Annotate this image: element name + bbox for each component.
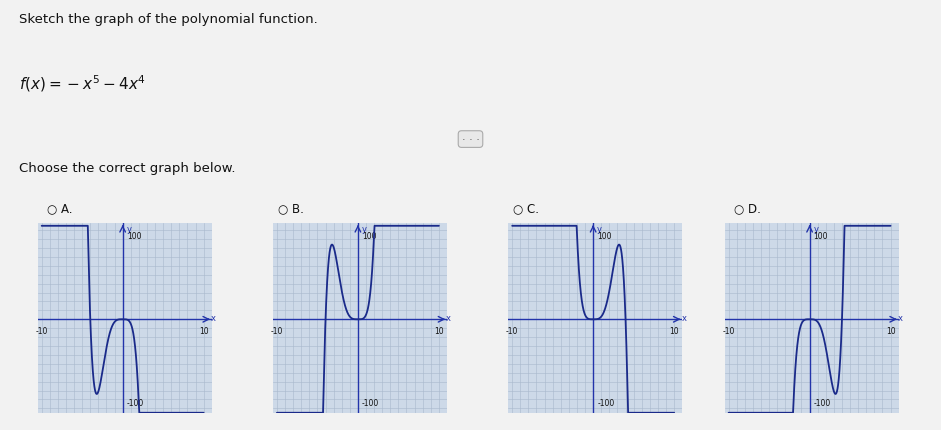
- Text: x: x: [681, 314, 686, 322]
- Text: x: x: [211, 314, 215, 322]
- Text: 100: 100: [598, 232, 612, 240]
- Text: -100: -100: [127, 398, 144, 407]
- Text: ○ C.: ○ C.: [513, 202, 539, 215]
- Text: Choose the correct graph below.: Choose the correct graph below.: [19, 161, 235, 174]
- Text: -10: -10: [723, 326, 735, 335]
- Text: Sketch the graph of the polynomial function.: Sketch the graph of the polynomial funct…: [19, 13, 317, 26]
- Text: 10: 10: [434, 326, 444, 335]
- Text: 10: 10: [669, 326, 679, 335]
- Text: y: y: [598, 224, 602, 233]
- Text: 100: 100: [814, 232, 828, 240]
- Text: ○ B.: ○ B.: [278, 202, 303, 215]
- Text: 100: 100: [362, 232, 376, 240]
- Text: y: y: [127, 224, 132, 233]
- Text: -10: -10: [36, 326, 48, 335]
- Text: y: y: [362, 224, 367, 233]
- Text: -10: -10: [506, 326, 518, 335]
- Text: ○ A.: ○ A.: [47, 202, 72, 215]
- Text: 10: 10: [199, 326, 209, 335]
- Text: -10: -10: [271, 326, 283, 335]
- Text: $f(x) = -x^5 - 4x^4$: $f(x) = -x^5 - 4x^4$: [19, 73, 146, 94]
- Text: -100: -100: [814, 398, 831, 407]
- Text: 100: 100: [127, 232, 141, 240]
- Text: x: x: [898, 314, 902, 322]
- Text: -100: -100: [598, 398, 614, 407]
- Text: x: x: [446, 314, 451, 322]
- Text: -100: -100: [362, 398, 379, 407]
- Text: · · ·: · · ·: [462, 135, 479, 145]
- Text: 10: 10: [885, 326, 896, 335]
- Text: y: y: [814, 224, 819, 233]
- Text: ○ D.: ○ D.: [734, 202, 761, 215]
